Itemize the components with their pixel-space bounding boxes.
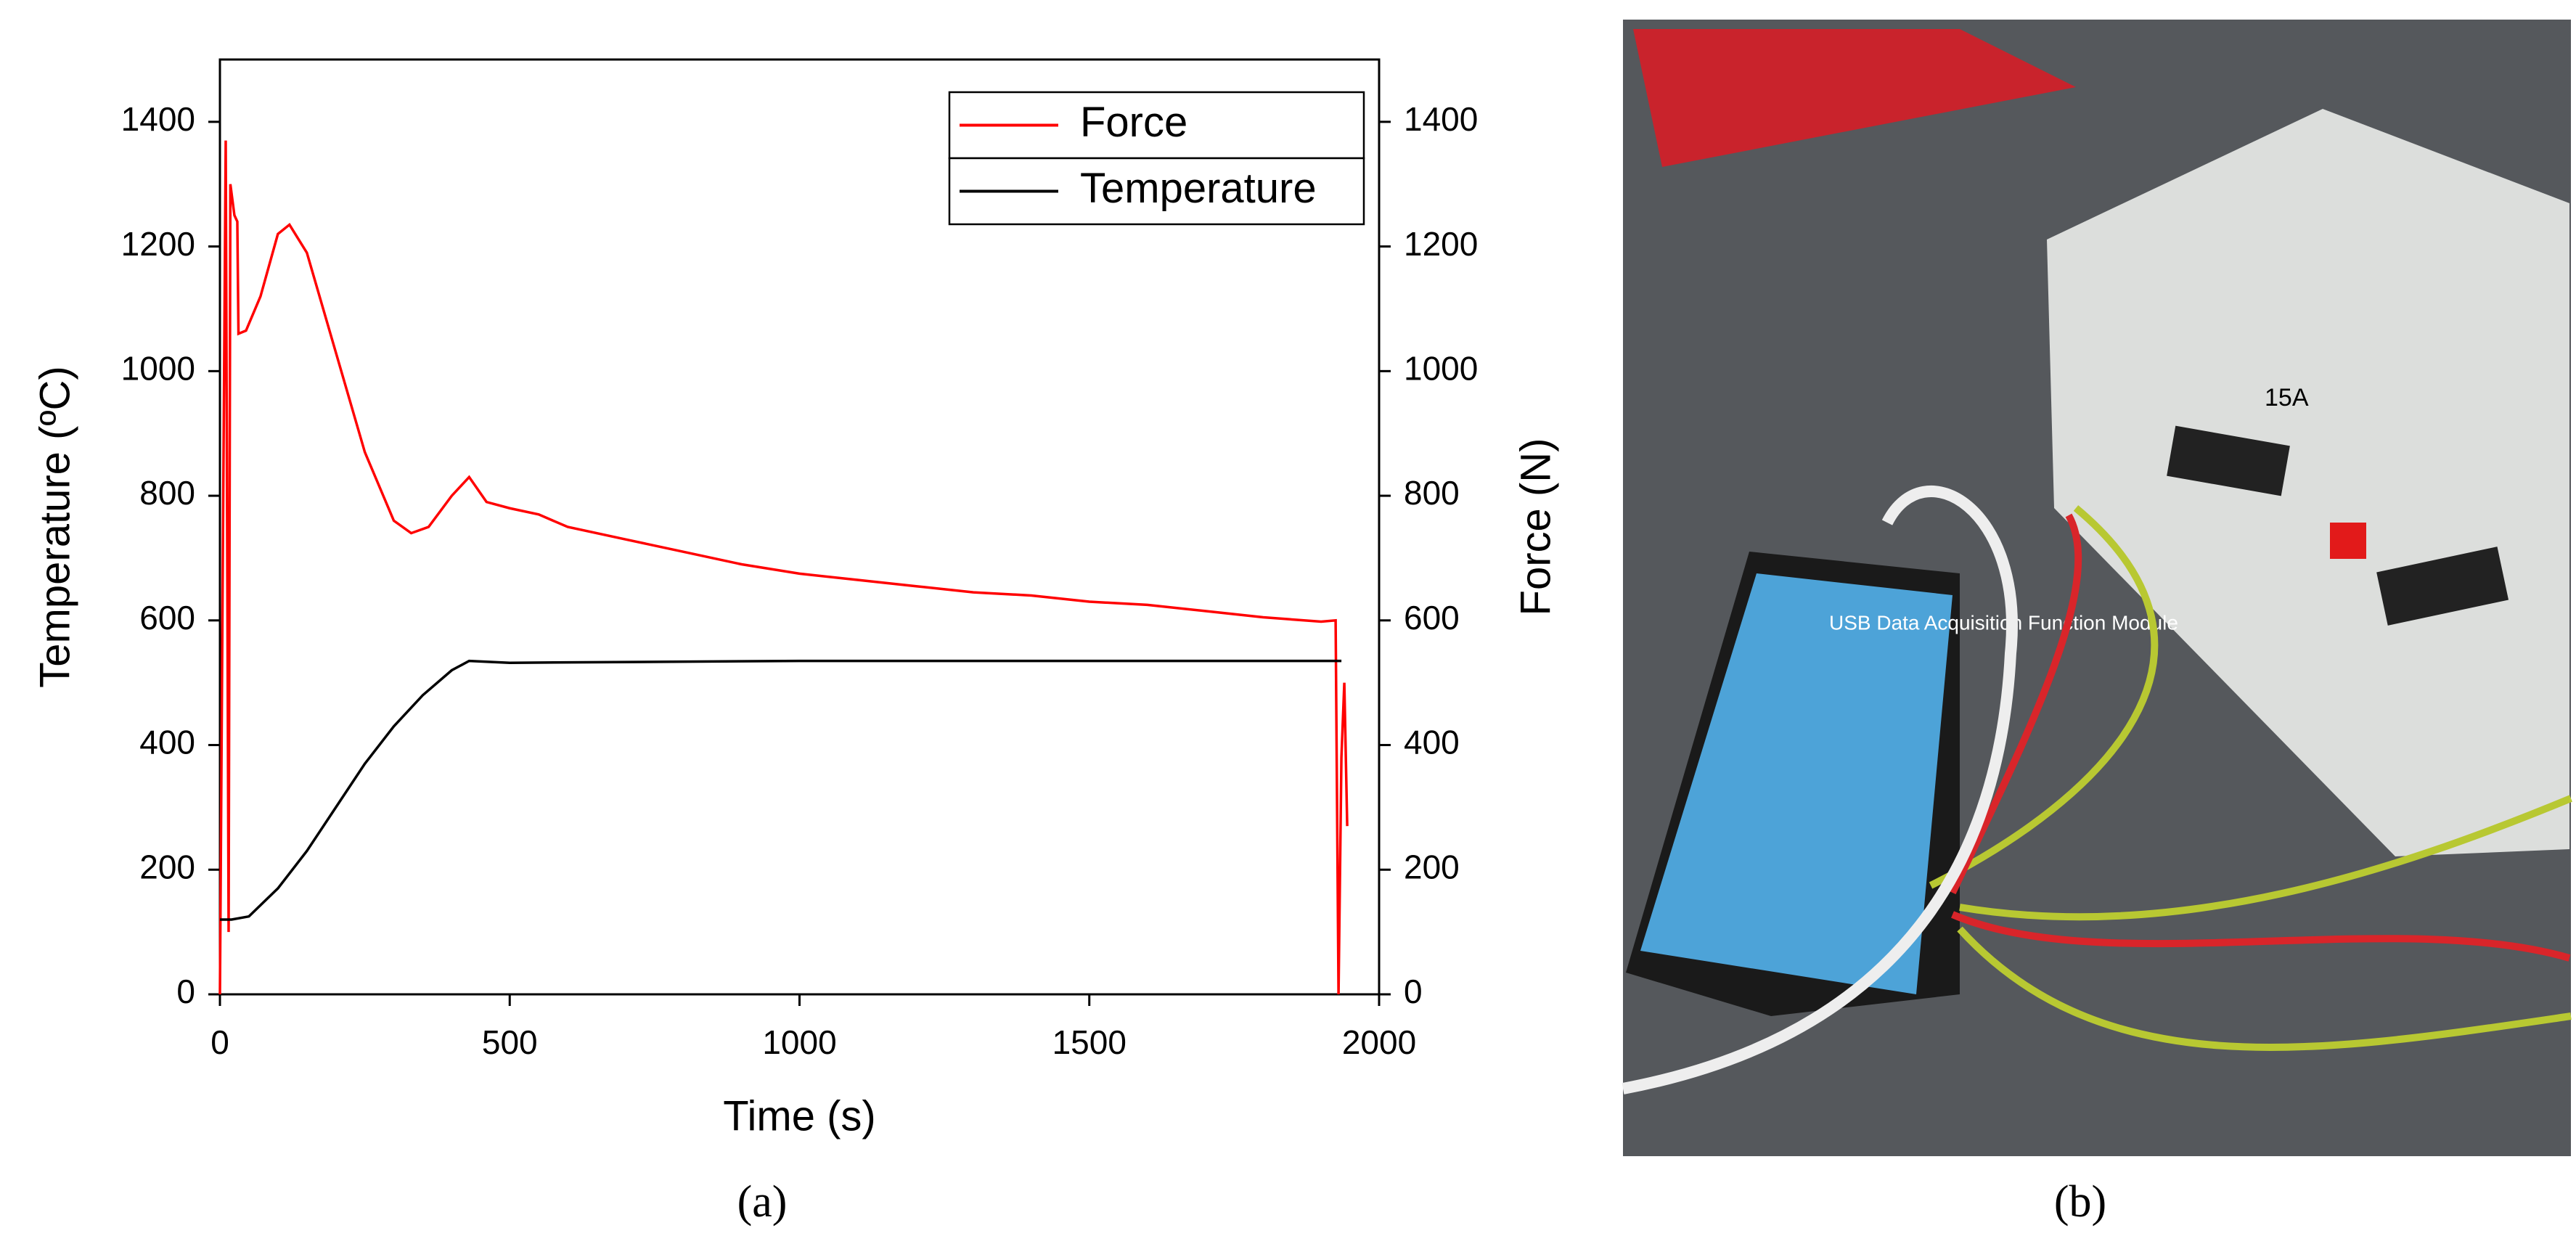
y2-tick-label: 1400 xyxy=(1404,100,1478,138)
x-tick-label: 500 xyxy=(482,1023,538,1061)
y-tick-label: 1200 xyxy=(121,225,195,263)
legend-label: Temperature xyxy=(1080,165,1317,212)
series-line xyxy=(220,659,1342,921)
tag-label: 15A xyxy=(2265,384,2309,412)
y-tick-label: 600 xyxy=(139,599,195,637)
red-bar xyxy=(1633,29,2076,167)
y-tick-label: 200 xyxy=(139,848,195,885)
series-line xyxy=(218,140,1349,995)
control-box xyxy=(2047,109,2569,856)
x-tick-label: 0 xyxy=(210,1023,229,1061)
x-axis-title: Time (s) xyxy=(723,1092,875,1139)
y2-axis-title: Force (N) xyxy=(1512,438,1559,616)
y-tick-label: 0 xyxy=(176,973,195,1010)
x-tick-label: 1500 xyxy=(1052,1023,1127,1061)
daq-module xyxy=(1640,573,1953,994)
display xyxy=(2376,547,2509,626)
cable xyxy=(1622,486,2018,1094)
y-tick-label: 1000 xyxy=(121,349,195,387)
y2-tick-label: 0 xyxy=(1404,973,1423,1010)
panel-label: (a) xyxy=(737,1177,788,1227)
y2-tick-label: 600 xyxy=(1404,599,1460,637)
y2-tick-label: 200 xyxy=(1404,848,1460,885)
y-tick-label: 1400 xyxy=(121,100,195,138)
y2-tick-label: 1200 xyxy=(1404,225,1478,263)
x-tick-label: 2000 xyxy=(1342,1023,1416,1061)
cable xyxy=(1949,513,2571,962)
y-axis-title: Temperature (ºC) xyxy=(31,366,78,687)
y-tick-label: 400 xyxy=(139,724,195,761)
photo: USB Data Acquisition Function Module 15A xyxy=(1622,20,2572,1156)
y2-tick-label: 400 xyxy=(1404,724,1460,761)
y2-tick-label: 1000 xyxy=(1404,349,1478,387)
module-label: USB Data Acquisition Function Module xyxy=(1829,611,2178,634)
x-tick-label: 1000 xyxy=(762,1023,836,1061)
panel-label: (b) xyxy=(2054,1177,2106,1227)
switch xyxy=(2330,523,2366,559)
cable xyxy=(1929,505,2572,1051)
display xyxy=(2167,425,2290,496)
legend-label: Force xyxy=(1080,99,1187,146)
y-tick-label: 800 xyxy=(139,474,195,512)
y2-tick-label: 800 xyxy=(1404,474,1460,512)
